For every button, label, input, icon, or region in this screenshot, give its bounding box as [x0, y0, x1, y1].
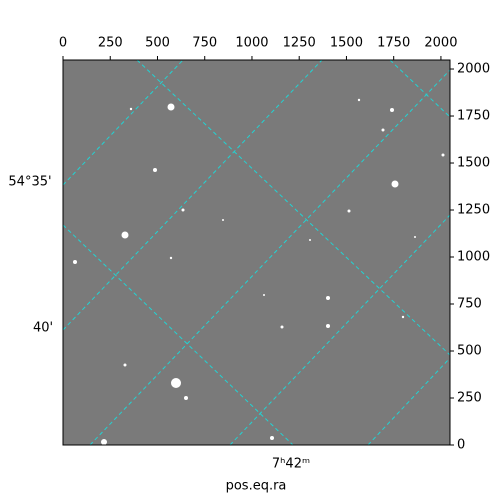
coordinate-grid	[62, 59, 451, 446]
y-tick-label: 500	[457, 344, 482, 359]
x-tick-label: 500	[145, 36, 170, 51]
x-tick-label: 750	[192, 36, 217, 51]
x-tick-label: 2000	[424, 36, 457, 51]
y-tick-label: 1750	[457, 109, 490, 124]
sky-image	[63, 60, 450, 445]
y-tick-label: 1500	[457, 156, 490, 171]
plot-frame	[62, 59, 451, 446]
x-tick-label: 1000	[235, 36, 268, 51]
y-tick-label: 0	[457, 438, 465, 453]
x-tick-label: 1500	[330, 36, 363, 51]
x-tick-label: 250	[98, 36, 123, 51]
dec-tick-label: 54°35'	[8, 175, 51, 190]
x-tick-label: 0	[59, 36, 67, 51]
y-tick-label: 1000	[457, 250, 490, 265]
ra-tick-label: 7ʰ42ᵐ	[272, 457, 310, 472]
y-tick-label: 250	[457, 391, 482, 406]
dec-tick-label: 40'	[33, 321, 53, 336]
y-tick-label: 750	[457, 297, 482, 312]
x-axis-label: pos.eq.ra	[226, 479, 287, 494]
y-tick-label: 2000	[457, 62, 490, 77]
stars	[73, 98, 445, 445]
x-tick-label: 1750	[377, 36, 410, 51]
x-tick-label: 1250	[283, 36, 316, 51]
y-tick-label: 1250	[457, 203, 490, 218]
